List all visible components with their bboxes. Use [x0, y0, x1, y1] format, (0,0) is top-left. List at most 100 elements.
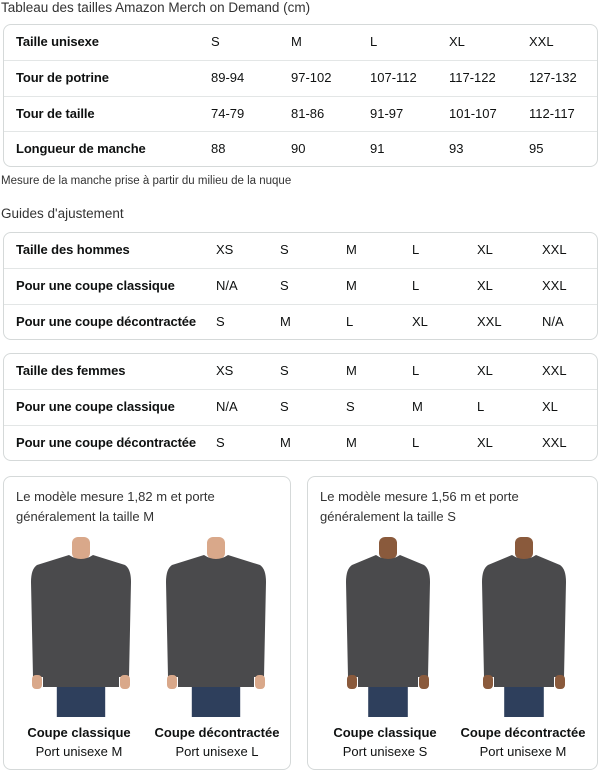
fit-label: Coupe décontractée — [154, 725, 280, 740]
row-label: Taille des femmes — [16, 363, 126, 378]
hand-icon — [347, 675, 357, 689]
table-cell: L — [346, 313, 354, 329]
table-cell: S — [280, 399, 289, 415]
table-cell: M — [412, 399, 423, 415]
row-label: Pour une coupe classique — [16, 278, 175, 294]
row-label: Taille unisexe — [16, 34, 99, 49]
table-row: Pour une coupe classique N/A S M L XL XXL — [4, 268, 597, 303]
hand-icon — [255, 675, 265, 689]
head-icon — [207, 537, 225, 559]
table-cell: M — [291, 34, 302, 49]
shirt-icon — [166, 555, 266, 687]
shirt-icon — [346, 555, 430, 687]
table-cell: M — [280, 434, 291, 450]
men-model-card: Le modèle mesure 1,82 m et porte général… — [3, 476, 291, 770]
table-cell: XXL — [477, 313, 502, 329]
size-label: Port unisexe L — [175, 744, 259, 759]
row-label: Tour de taille — [16, 105, 95, 121]
table-cell: XXL — [542, 434, 567, 450]
hand-icon — [419, 675, 429, 689]
table-cell: L — [412, 363, 420, 378]
table-cell: 88 — [211, 140, 226, 156]
shirt-icon — [31, 555, 131, 687]
table-cell: N/A — [542, 313, 564, 329]
model-classic-fit-image — [338, 537, 438, 720]
row-label: Pour une coupe classique — [16, 399, 175, 415]
table-row: Taille unisexe S M L XL XXL — [4, 25, 597, 60]
table-cell: XL — [477, 242, 493, 257]
size-table: Taille unisexe S M L XL XXL Tour de potrine 89-… — [3, 24, 598, 168]
table-cell: XL — [412, 313, 428, 329]
table-cell: 90 — [291, 140, 306, 156]
hand-icon — [483, 675, 493, 689]
table-cell: 74-79 — [211, 105, 245, 121]
table-cell: N/A — [216, 399, 238, 415]
table-row: Tour de potrine 89-94 97-102 107-112 117-122… — [4, 60, 597, 95]
head-icon — [515, 537, 533, 559]
table-cell: XXL — [529, 34, 554, 49]
table-row: Pour une coupe décontractée S M L XL XXL N/A — [4, 303, 597, 339]
table-cell: M — [280, 313, 291, 329]
table-row: Tour de taille 74-79 81-86 91-97 101-107 112-… — [4, 95, 597, 131]
table-row: Longueur de manche 88 90 91 93 95 — [4, 130, 597, 166]
table-cell: 91-97 — [370, 105, 404, 121]
row-label: Tour de potrine — [16, 70, 109, 86]
men-fit-table: Taille des hommes XS S M L XL XXL Pour une coup… — [3, 232, 598, 340]
fit-label: Coupe décontractée — [460, 725, 586, 740]
table-cell: S — [216, 434, 225, 450]
table-cell: XL — [477, 363, 493, 378]
size-label: Port unisexe M — [35, 744, 123, 759]
table-cell: L — [412, 434, 420, 450]
fit-guide-title: Guides d'ajustement — [1, 206, 124, 221]
table-cell: S — [346, 399, 355, 415]
row-label: Pour une coupe décontractée — [16, 313, 197, 329]
table-cell: 95 — [529, 140, 544, 156]
fit-label: Coupe classique — [333, 725, 437, 740]
table-row: Taille des femmes XS S M L XL XXL — [4, 354, 597, 389]
fit-label: Coupe classique — [27, 725, 131, 740]
table-cell: S — [280, 363, 289, 378]
sleeve-note: Mesure de la manche prise à partir du mi… — [1, 175, 292, 187]
table-cell: 81-86 — [291, 105, 325, 121]
hand-icon — [167, 675, 177, 689]
table-cell: XXL — [542, 278, 567, 294]
hand-icon — [32, 675, 42, 689]
table-row: Pour une coupe décontractée S M M L XL XXL — [4, 424, 597, 460]
row-label: Taille des hommes — [16, 242, 130, 257]
table-cell: 97-102 — [291, 70, 332, 86]
model-description: Le modèle mesure 1,56 m et porte général… — [320, 489, 519, 524]
row-label: Pour une coupe décontractée — [16, 434, 197, 450]
table-cell: L — [477, 399, 485, 415]
hand-icon — [120, 675, 130, 689]
table-cell: S — [216, 313, 225, 329]
table-cell: L — [412, 242, 420, 257]
shirt-icon — [482, 555, 566, 687]
size-label: Port unisexe S — [342, 744, 428, 759]
table-cell: S — [211, 34, 220, 49]
table-cell: XL — [542, 399, 558, 415]
model-classic-fit-image — [26, 537, 136, 720]
model-description: Le modèle mesure 1,82 m et porte général… — [16, 489, 215, 524]
model-relaxed-fit-image — [161, 537, 271, 720]
row-label: Longueur de manche — [16, 140, 146, 156]
table-cell: XL — [449, 34, 465, 49]
table-cell: L — [370, 34, 378, 49]
table-cell: 112-117 — [529, 105, 575, 121]
table-cell: 89-94 — [211, 70, 245, 86]
women-model-card: Le modèle mesure 1,56 m et porte général… — [307, 476, 598, 770]
head-icon — [379, 537, 397, 559]
women-fit-table: Taille des femmes XS S M L XL XXL Pour une coup… — [3, 353, 598, 461]
table-cell: M — [346, 363, 357, 378]
table-cell: XL — [477, 278, 493, 294]
hand-icon — [555, 675, 565, 689]
table-cell: 127-132 — [529, 70, 577, 86]
table-row: Taille des hommes XS S M L XL XXL — [4, 233, 597, 268]
size-chart-title: Tableau des tailles Amazon Merch on Dema… — [1, 0, 311, 15]
table-cell: 101-107 — [449, 105, 497, 121]
table-row: Pour une coupe classique N/A S S M L XL — [4, 389, 597, 424]
jeans-icon — [56, 682, 106, 717]
model-relaxed-fit-image — [474, 537, 574, 720]
table-cell: 93 — [449, 140, 464, 156]
table-cell: L — [412, 278, 420, 294]
table-cell: 117-122 — [449, 70, 496, 86]
